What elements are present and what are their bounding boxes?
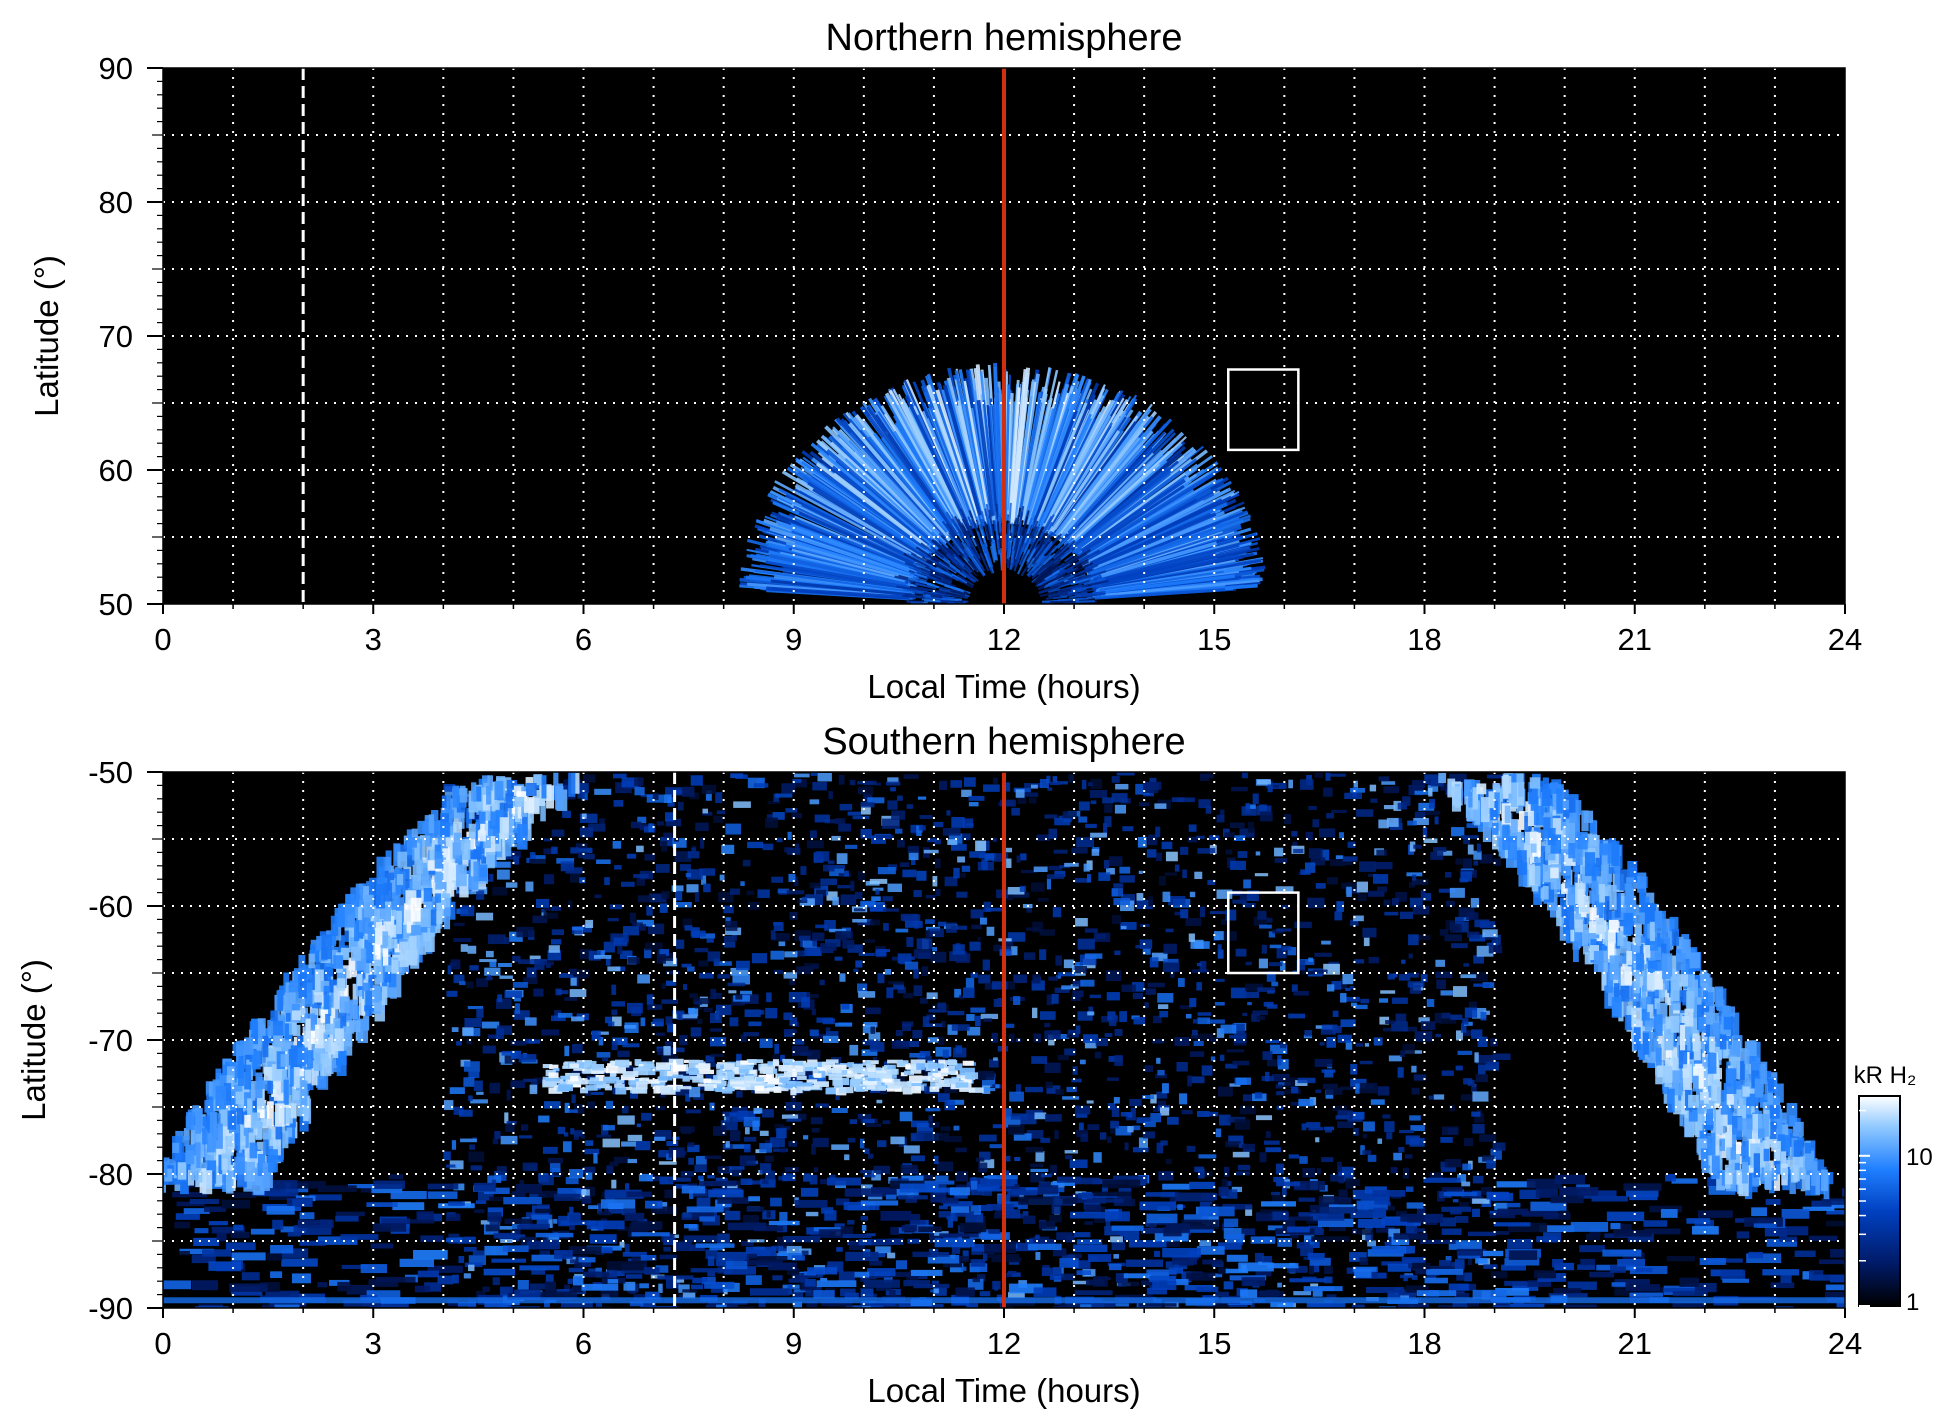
y-tick-label: -90 xyxy=(88,1291,133,1326)
x-tick-label: 21 xyxy=(1618,622,1652,657)
y-axis-label: Latitude (°) xyxy=(28,255,65,417)
y-tick-label: 70 xyxy=(99,319,133,354)
y-tick-label: 80 xyxy=(99,185,133,220)
axes: 0 3 6 9 12 15 18 21 24 -50 -60 -70 -80 -90 xyxy=(88,755,1862,1361)
x-tick-label: 0 xyxy=(154,1326,171,1361)
x-tick-label: 6 xyxy=(575,622,592,657)
x-tick-label: 21 xyxy=(1618,1326,1652,1361)
x-tick-label: 15 xyxy=(1197,1326,1231,1361)
x-tick-label: 3 xyxy=(365,622,382,657)
x-tick-label: 6 xyxy=(575,1326,592,1361)
colorbar-tick-label: 1 xyxy=(1906,1289,1919,1316)
y-tick-label: 50 xyxy=(99,587,133,622)
y-tick-label: -50 xyxy=(88,755,133,790)
overlays xyxy=(673,772,1300,1308)
overlays xyxy=(301,68,1300,604)
colorbar-tick-label: 10 xyxy=(1906,1144,1933,1171)
northern-panel: Northern hemisphere 0 3 6 9 12 15 18 21 24 50 60 70… xyxy=(28,17,1862,705)
x-axis-label: Local Time (hours) xyxy=(867,668,1140,705)
x-tick-label: 12 xyxy=(987,1326,1021,1361)
axes: 0 3 6 9 12 15 18 21 24 50 60 70 80 90 xyxy=(99,51,1863,657)
x-tick-label: 3 xyxy=(365,1326,382,1361)
y-tick-label: -60 xyxy=(88,889,133,924)
y-axis-label: Latitude (°) xyxy=(15,959,52,1121)
x-tick-label: 18 xyxy=(1407,1326,1441,1361)
chart-title: Northern hemisphere xyxy=(826,17,1183,59)
chart-title: Southern hemisphere xyxy=(822,721,1185,763)
grid xyxy=(163,772,1845,1308)
x-tick-label: 9 xyxy=(785,1326,802,1361)
x-tick-label: 24 xyxy=(1828,622,1862,657)
y-tick-label: -70 xyxy=(88,1023,133,1058)
region-box xyxy=(1227,368,1300,452)
emission-map xyxy=(739,363,1266,604)
x-tick-label: 18 xyxy=(1407,622,1441,657)
y-tick-label: 90 xyxy=(99,51,133,86)
x-tick-label: 12 xyxy=(987,622,1021,657)
grid xyxy=(163,68,1845,604)
x-axis-label: Local Time (hours) xyxy=(867,1372,1140,1409)
southern-panel: Southern hemisphere 0 3 6 9 12 15 18 21 24 -50 -60… xyxy=(15,721,1862,1409)
x-tick-label: 0 xyxy=(154,622,171,657)
y-tick-label: 60 xyxy=(99,453,133,488)
x-tick-label: 9 xyxy=(785,622,802,657)
colorbar-label: kR H₂ xyxy=(1854,1062,1917,1089)
y-tick-label: -80 xyxy=(88,1157,133,1192)
colorbar: kR H₂ 1 10 xyxy=(1854,1062,1933,1316)
x-tick-label: 15 xyxy=(1197,622,1231,657)
region-box xyxy=(1227,891,1300,975)
x-tick-label: 24 xyxy=(1828,1326,1862,1361)
emission-map xyxy=(163,772,1845,1308)
